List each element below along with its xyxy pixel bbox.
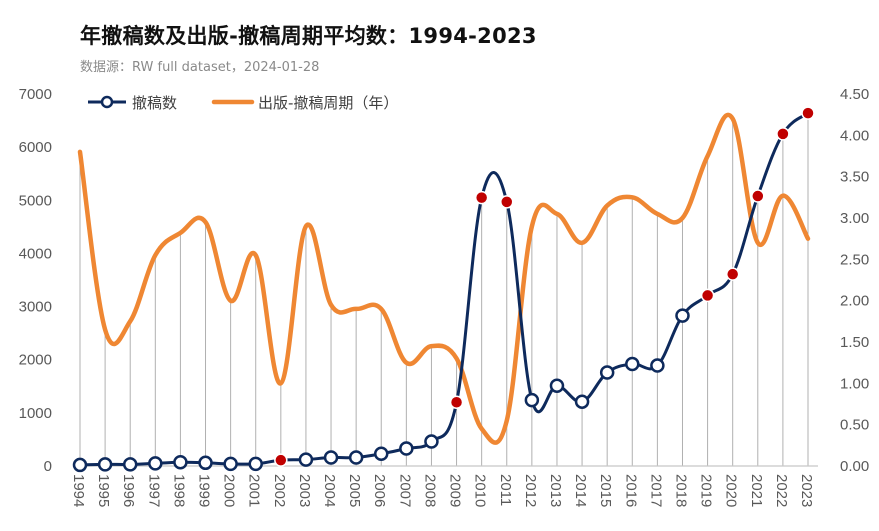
y-right-tick-label: 4.00	[840, 127, 869, 144]
legend-label-retractions: 撤稿数	[132, 94, 177, 112]
x-tick-label: 2005	[346, 474, 363, 507]
x-tick-label: 2002	[271, 474, 288, 507]
x-tick-label: 2011	[497, 474, 514, 506]
x-tick-label: 2022	[773, 474, 790, 507]
x-tick-label: 1994	[70, 474, 87, 507]
x-tick-label: 2019	[698, 474, 715, 507]
data-point	[574, 394, 590, 409]
data-point	[298, 452, 314, 467]
data-point	[122, 457, 138, 472]
x-tick-label: 2016	[622, 474, 639, 507]
legend-marker-retractions	[100, 95, 114, 109]
data-point	[599, 365, 615, 380]
data-point	[650, 358, 665, 373]
y-left-tick-label: 4000	[19, 245, 52, 262]
data-point	[248, 456, 263, 472]
y-right-tick-label: 0.00	[840, 458, 869, 475]
y-right-tick-label: 1.00	[840, 375, 869, 392]
y-left-tick-label: 6000	[19, 139, 52, 156]
x-tick-label: 2009	[447, 474, 464, 507]
x-tick-label: 2004	[321, 474, 338, 507]
y-left-tick-label: 7000	[19, 86, 52, 103]
x-tick-label: 2010	[472, 474, 489, 507]
data-point	[97, 457, 113, 472]
data-point-highlight	[274, 453, 288, 467]
data-point	[675, 308, 690, 323]
x-tick-label: 1995	[95, 474, 112, 507]
x-tick-label: 2000	[221, 474, 238, 507]
y-left-tick-label: 2000	[19, 352, 52, 369]
data-point-highlight	[474, 190, 489, 205]
x-tick-label: 2007	[396, 474, 413, 507]
x-tick-label: 1997	[145, 474, 162, 507]
data-point-highlight	[500, 195, 514, 209]
x-tick-label: 2008	[421, 474, 438, 507]
chart-title: 年撤稿数及出版-撤稿周期平均数：1994-2023	[80, 24, 537, 48]
data-point-highlight	[449, 395, 464, 409]
data-point	[524, 392, 540, 408]
data-point-highlight	[725, 267, 740, 281]
data-point-highlight	[801, 106, 815, 120]
data-point	[198, 455, 213, 471]
data-point	[173, 455, 188, 470]
y-right-tick-label: 2.00	[840, 293, 869, 310]
y-left-tick-label: 3000	[19, 299, 52, 316]
data-point	[549, 378, 565, 394]
data-point	[72, 457, 88, 473]
x-tick-label: 2015	[597, 474, 614, 507]
x-tick-label: 2021	[748, 474, 765, 507]
y-right-tick-label: 2.50	[840, 251, 869, 268]
x-tick-label: 2012	[522, 474, 539, 507]
x-tick-label: 2020	[723, 474, 740, 507]
x-tick-label: 2018	[672, 474, 689, 507]
legend-label-period: 出版-撤稿周期（年）	[258, 94, 398, 112]
series-line-retractions	[78, 111, 810, 467]
chart-subtitle: 数据源：RW full dataset，2024-01-28	[80, 60, 320, 75]
y-left-tick-label: 1000	[19, 405, 52, 422]
x-tick-label: 2001	[246, 474, 263, 507]
x-tick-label: 1999	[196, 474, 213, 507]
data-point-highlight	[700, 288, 715, 303]
x-tick-label: 2013	[547, 474, 564, 507]
data-point	[625, 356, 640, 372]
y-right-tick-label: 0.50	[840, 417, 869, 434]
y-right-tick-label: 3.00	[840, 210, 869, 227]
x-tick-label: 2003	[296, 474, 313, 507]
y-left-tick-label: 5000	[19, 192, 52, 209]
x-tick-label: 1996	[120, 474, 137, 507]
series-line-period	[77, 112, 811, 445]
data-point	[148, 456, 163, 471]
x-tick-label: 2014	[572, 474, 589, 507]
y-right-tick-label: 4.50	[840, 86, 869, 103]
data-point	[373, 446, 389, 462]
data-point	[223, 456, 238, 472]
x-tick-label: 1998	[170, 474, 187, 507]
data-point	[323, 450, 339, 465]
x-tick-label: 2023	[798, 474, 815, 507]
y-right-tick-label: 3.50	[840, 169, 869, 186]
y-left-tick-label: 0	[44, 458, 52, 475]
x-tick-label: 2006	[371, 474, 388, 507]
x-tick-label: 2017	[647, 474, 664, 507]
data-point-highlight	[776, 127, 790, 141]
data-point	[348, 450, 364, 465]
data-point	[399, 441, 414, 456]
data-point-highlight	[751, 189, 765, 203]
data-point	[424, 434, 439, 449]
y-right-tick-label: 1.50	[840, 334, 869, 351]
